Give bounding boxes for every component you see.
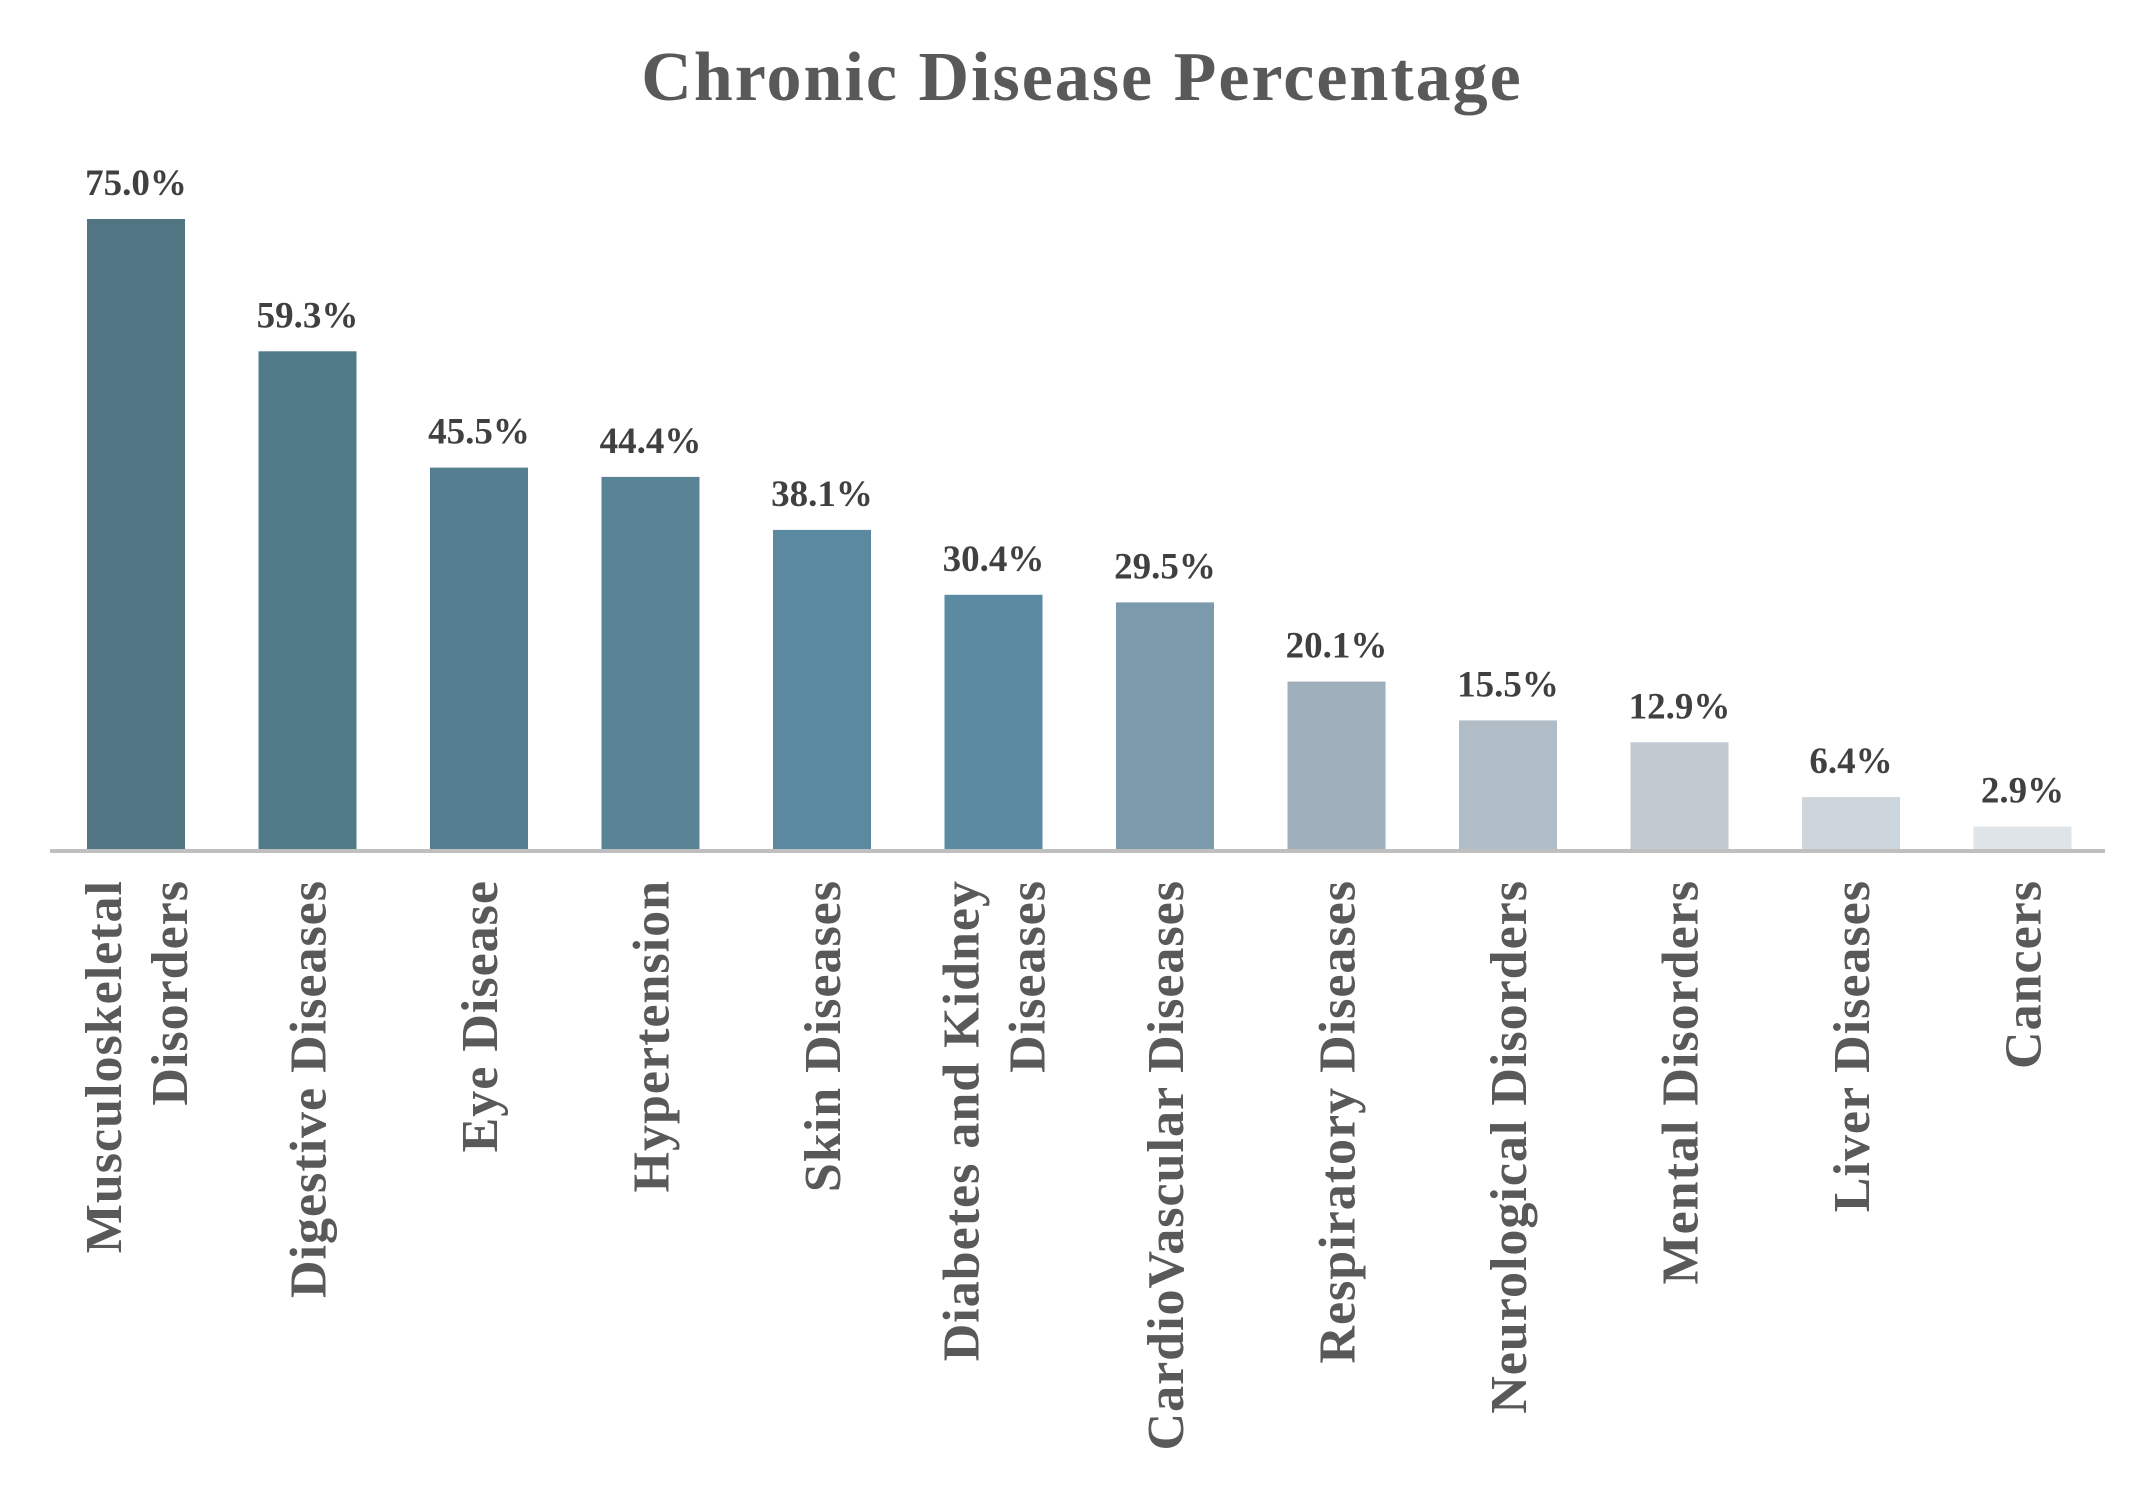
category-labels-layer: Musculoskeletal Disorders Digestive Diseas…	[76, 880, 2053, 1450]
category-label-respiratory-diseases: Respiratory Diseases	[1310, 880, 1367, 1364]
bar-cancers	[1973, 826, 2072, 851]
bar-neurological-disorders	[1459, 720, 1557, 851]
category-label-line: Mental Disorders	[1653, 880, 1710, 1284]
category-label-digestive-diseases: Digestive Diseases	[281, 880, 338, 1298]
category-label-line: Eye Disease	[452, 880, 509, 1152]
category-label-cancers: Cancers	[1996, 880, 2053, 1069]
category-label-skin-diseases: Skin Diseases	[795, 880, 852, 1192]
category-label-line: Hypertension	[624, 880, 681, 1192]
chart-title: Chronic Disease Percentage	[641, 39, 1522, 116]
value-label-liver-diseases: 6.4%	[1809, 741, 1892, 782]
value-label-hypertension: 44.4%	[600, 421, 702, 462]
category-label-liver-diseases: Liver Diseases	[1824, 880, 1881, 1212]
category-label-line: Disorders	[142, 880, 199, 1106]
bar-musculoskeletal-disorders	[87, 219, 185, 851]
bar-respiratory-diseases	[1287, 681, 1386, 851]
value-labels-layer: 75.0% 59.3% 45.5% 44.4% 38.1% 30.4% 29.5% 20.1%…	[85, 163, 2064, 812]
value-label-skin-diseases: 38.1%	[771, 474, 873, 515]
category-label-line: Cancers	[1996, 880, 2053, 1069]
value-label-cancers: 2.9%	[1981, 771, 2064, 812]
value-label-diabetes-and-kidney-diseases: 30.4%	[943, 539, 1045, 580]
category-label-eye-disease: Eye Disease	[452, 880, 509, 1152]
category-label-line: Respiratory Diseases	[1310, 880, 1367, 1364]
bars-layer	[87, 219, 2072, 851]
bar-cardiovascular-diseases	[1116, 602, 1214, 851]
category-label-neurological-disorders: Neurological Disorders	[1481, 880, 1538, 1414]
category-label-line: CardioVascular Diseases	[1138, 880, 1195, 1450]
category-label-line: Liver Diseases	[1824, 880, 1881, 1212]
category-label-line: Digestive Diseases	[281, 880, 338, 1298]
bar-diabetes-and-kidney-diseases	[944, 594, 1043, 851]
category-label-line: Diabetes and Kidney	[934, 880, 991, 1361]
category-label-line: Neurological Disorders	[1481, 880, 1538, 1414]
category-label-mental-disorders: Mental Disorders	[1653, 880, 1710, 1284]
bar-digestive-diseases	[258, 351, 357, 851]
bar-mental-disorders	[1630, 742, 1729, 851]
value-label-musculoskeletal-disorders: 75.0%	[85, 163, 187, 204]
bar-eye-disease	[430, 467, 528, 851]
category-label-hypertension: Hypertension	[624, 880, 681, 1192]
value-label-respiratory-diseases: 20.1%	[1286, 626, 1388, 667]
value-label-neurological-disorders: 15.5%	[1457, 664, 1559, 705]
value-label-eye-disease: 45.5%	[428, 412, 530, 453]
value-label-digestive-diseases: 59.3%	[257, 295, 359, 336]
bar-liver-diseases	[1802, 797, 1900, 851]
category-label-musculoskeletal-disorders: Musculoskeletal Disorders	[76, 880, 199, 1253]
category-label-line: Skin Diseases	[795, 880, 852, 1192]
value-label-mental-disorders: 12.9%	[1629, 686, 1731, 727]
category-label-diabetes-and-kidney-diseases: Diabetes and Kidney Diseases	[934, 880, 1057, 1361]
category-label-line: Musculoskeletal	[76, 880, 133, 1253]
category-label-line: Diseases	[1000, 880, 1057, 1073]
bar-skin-diseases	[773, 529, 871, 851]
bar-hypertension	[601, 476, 700, 851]
category-label-cardiovascular-diseases: CardioVascular Diseases	[1138, 880, 1195, 1450]
value-label-cardiovascular-diseases: 29.5%	[1114, 546, 1216, 587]
